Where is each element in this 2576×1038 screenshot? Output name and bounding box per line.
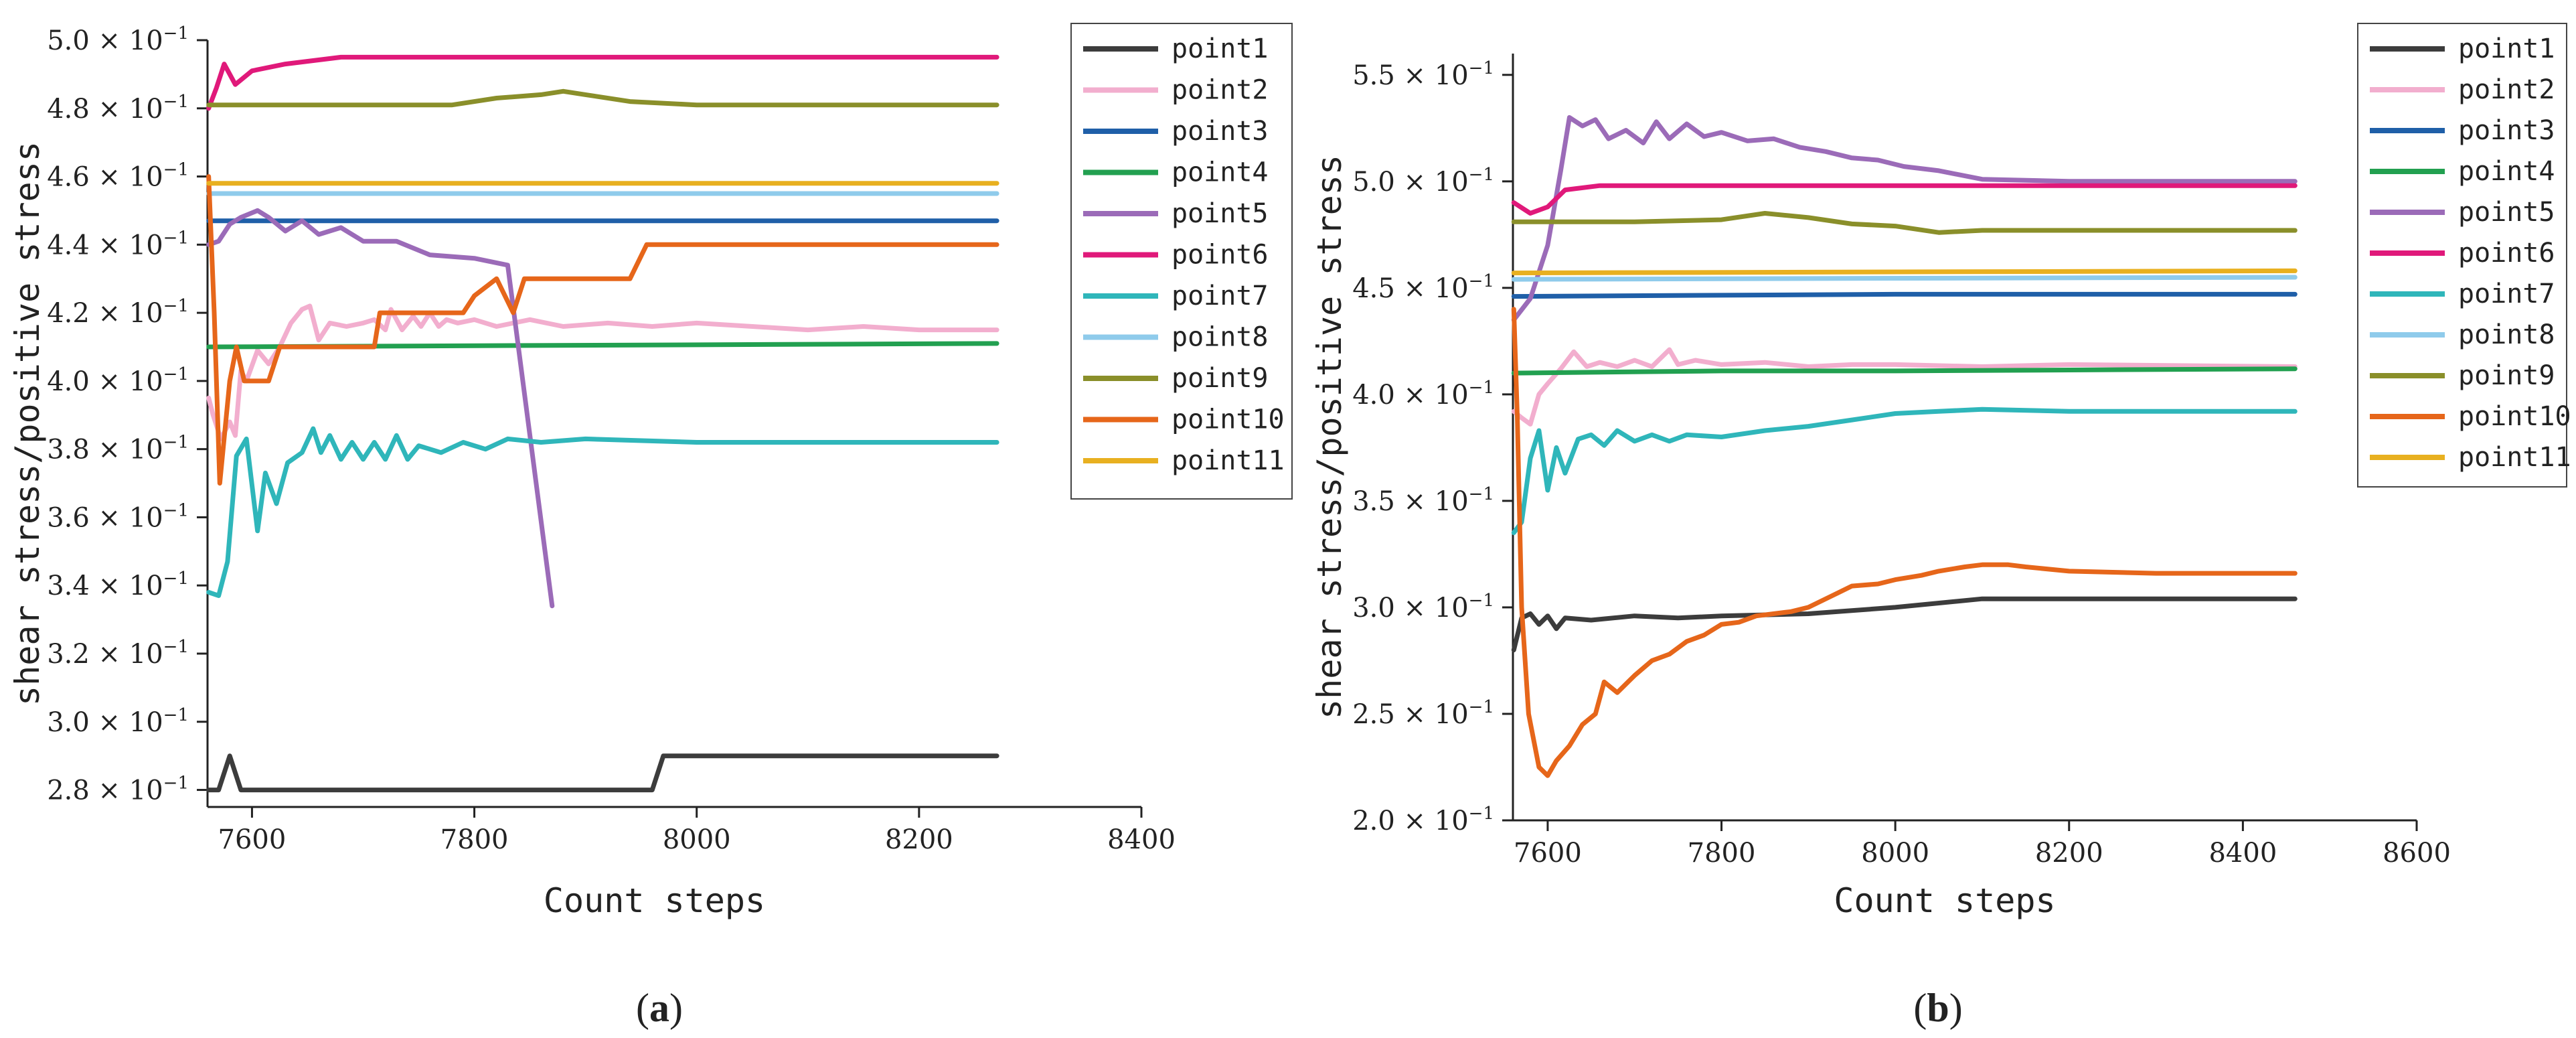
chart-b-series-point2	[1511, 347, 2298, 427]
chart-a-x-tick-label: 8400	[1107, 824, 1176, 855]
chart-b-series-point5	[1511, 115, 2298, 323]
chart-a-legend-label-point8: point8	[1172, 322, 1269, 353]
chart-a-legend-label-point7: point7	[1172, 281, 1269, 311]
chart-a-series-point6	[206, 54, 999, 111]
chart-b-legend-label-point7: point7	[2458, 279, 2555, 309]
chart-b-y-tick-label: 3.5 × 10−1	[1352, 484, 1494, 517]
chart-a-legend-label-point1: point1	[1172, 33, 1269, 64]
chart-b-y-tick-label: 2.0 × 10−1	[1352, 804, 1494, 836]
chart-a-legend-label-point11: point11	[1172, 445, 1285, 476]
chart-b-x-tick-label: 8400	[2208, 838, 2277, 869]
chart-a-x-tick-label: 7600	[218, 824, 287, 855]
chart-b-series-point11	[1511, 268, 2298, 276]
chart-a-y-tick-label: 4.6 × 10−1	[47, 160, 189, 193]
chart-a-y-axis-title: shear stress/positive stress	[8, 141, 47, 706]
chart-a-y-tick-label: 4.2 × 10−1	[47, 296, 189, 329]
chart-b-legend-label-point3: point3	[2458, 115, 2555, 146]
chart-a-x-axis-title: Count steps	[544, 881, 765, 920]
chart-b-x-tick-label: 7600	[1514, 838, 1582, 869]
chart-a-legend-label-point9: point9	[1172, 363, 1269, 394]
chart-b-series-point3	[1511, 291, 2298, 299]
chart-a-y-tick-label: 4.4 × 10−1	[47, 228, 189, 261]
chart-b-x-tick-label: 7800	[1688, 838, 1756, 869]
chart-a-series-point5	[206, 208, 555, 609]
chart-b-legend-label-point6: point6	[2458, 238, 2555, 269]
chart-a-series-point7	[206, 426, 999, 598]
chart-a-legend-label-point4: point4	[1172, 157, 1269, 188]
chart-b-series-point8	[1511, 275, 2298, 282]
chart-a-y-tick-label: 4.0 × 10−1	[47, 364, 189, 397]
panel-label-a: (a)	[636, 986, 683, 1030]
chart-a-x-tick-label: 8000	[663, 824, 731, 855]
chart-b-series-point9	[1511, 211, 2298, 235]
chart-a-x-tick-label: 8200	[885, 824, 953, 855]
chart-b-x-axis-title: Count steps	[1834, 881, 2055, 920]
chart-a-y-tick-label: 3.4 × 10−1	[47, 569, 189, 601]
chart-a-legend-label-point2: point2	[1172, 75, 1269, 106]
chart-b-legend-label-point8: point8	[2458, 319, 2555, 350]
chart-b-x-tick-label: 8600	[2383, 838, 2451, 869]
chart-a-legend-label-point6: point6	[1172, 240, 1269, 271]
chart-a-x-tick-label: 7800	[440, 824, 509, 855]
chart-b-legend-label-point9: point9	[2458, 360, 2555, 391]
chart-b-series-point4	[1511, 366, 2298, 376]
chart-b-y-tick-label: 4.5 × 10−1	[1352, 271, 1494, 304]
chart-b-legend-label-point2: point2	[2458, 74, 2555, 105]
chart-a-series-point2	[206, 303, 999, 441]
chart-b-x-tick-label: 8200	[2035, 838, 2103, 869]
chart-b-y-tick-label: 2.5 × 10−1	[1352, 697, 1494, 730]
chart-a-legend-label-point5: point5	[1172, 198, 1269, 229]
chart-a-series-point9	[206, 88, 999, 108]
chart-a-y-tick-label: 3.8 × 10−1	[47, 433, 189, 465]
chart-b-legend-label-point5: point5	[2458, 197, 2555, 228]
chart-a-series-point10	[206, 174, 999, 486]
chart-b-legend-label-point4: point4	[2458, 156, 2555, 187]
chart-a-y-tick-label: 2.8 × 10−1	[47, 773, 189, 806]
chart-a: 7600 7800 8000 8200 8400 2.8 × 10−1 3.0 × 10−1…	[8, 23, 1293, 920]
chart-b: 7600 7800 8000 8200 8400 8600 2.0 × 10−1 2.5 × …	[1310, 23, 2571, 920]
chart-b-x-tick-label: 8000	[1861, 838, 1929, 869]
chart-a-series-point1	[206, 753, 999, 793]
chart-b-legend-label-point11: point11	[2458, 442, 2571, 473]
chart-b-y-tick-label: 3.0 × 10−1	[1352, 591, 1494, 623]
chart-b-y-tick-label: 5.5 × 10−1	[1352, 58, 1494, 91]
chart-a-y-tick-label: 3.6 × 10−1	[47, 500, 189, 533]
chart-b-y-axis-title: shear stress/positive stress	[1310, 155, 1349, 719]
chart-a-legend-label-point10: point10	[1172, 404, 1285, 435]
chart-b-y-tick-label: 5.0 × 10−1	[1352, 165, 1494, 198]
chart-b-series-point10	[1511, 307, 2298, 778]
chart-a-y-tick-label: 3.2 × 10−1	[47, 637, 189, 670]
panel-label-b: (b)	[1913, 986, 1962, 1030]
chart-a-y-tick-label: 3.0 × 10−1	[47, 705, 189, 738]
chart-a-y-tick-label: 4.8 × 10−1	[47, 92, 189, 125]
chart-b-series-point7	[1511, 406, 2298, 536]
chart-b-series-point6	[1511, 183, 2298, 216]
chart-b-series-point1	[1511, 596, 2298, 653]
chart-b-y-tick-label: 4.0 × 10−1	[1352, 378, 1494, 411]
chart-a-legend-label-point3: point3	[1172, 116, 1269, 147]
chart-a-y-tick-label: 5.0 × 10−1	[47, 23, 189, 56]
chart-b-legend-label-point10: point10	[2458, 401, 2571, 432]
chart-b-legend-label-point1: point1	[2458, 33, 2555, 64]
